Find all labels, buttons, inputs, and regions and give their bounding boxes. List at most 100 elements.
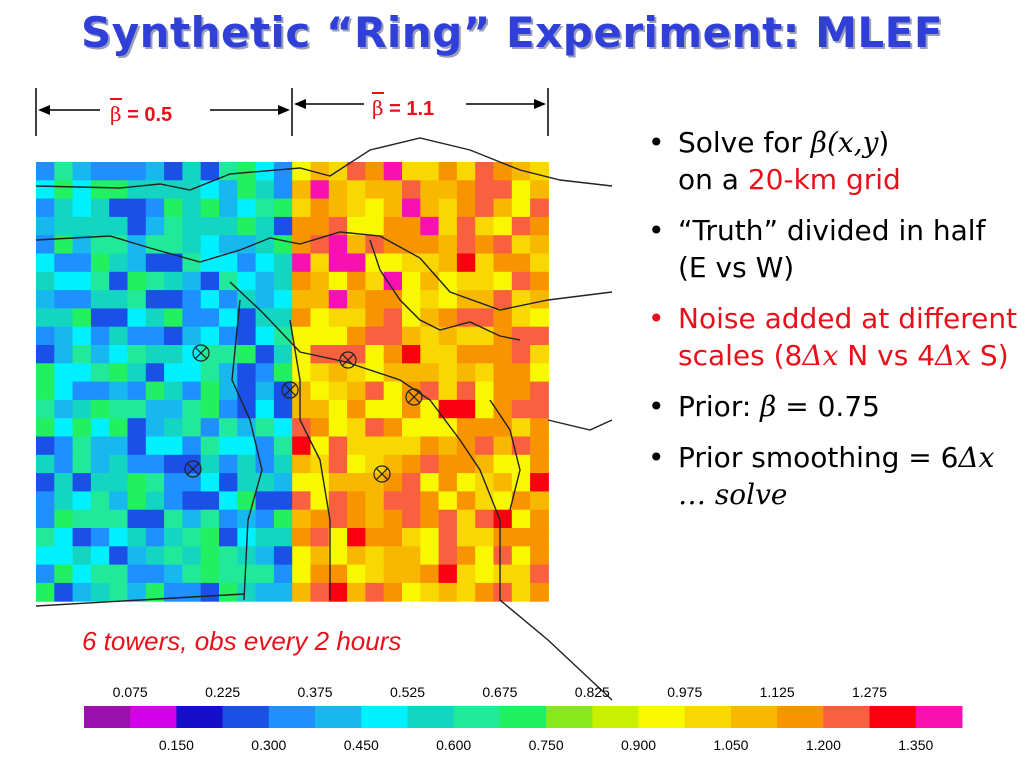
grid-cell: [182, 399, 202, 419]
grid-cell: [36, 418, 55, 437]
grid-cell: [36, 436, 55, 456]
grid-cell: [310, 290, 330, 309]
beta-west-label: β = 0.5: [110, 102, 173, 126]
colorbar-swatch: [777, 706, 824, 728]
grid-cell: [310, 564, 330, 584]
grid-cell: [310, 528, 330, 547]
bullet-text: Δx: [802, 339, 839, 372]
grid-cell: [219, 582, 238, 602]
grid-cell: [328, 290, 348, 309]
grid-cell: [200, 399, 220, 419]
colorbar-swatch: [730, 706, 778, 728]
grid-cell: [530, 326, 549, 346]
colorbar-swatch: [407, 706, 455, 728]
grid-cell: [127, 326, 147, 346]
grid-cell: [90, 326, 110, 346]
grid-cell: [90, 509, 110, 529]
grid-cell: [438, 326, 458, 346]
grid-cell: [365, 582, 385, 602]
grid-cell: [456, 253, 476, 273]
grid-cell: [383, 418, 403, 437]
grid-cell: [200, 528, 220, 547]
grid-cell: [292, 546, 311, 566]
grid-cell: [402, 290, 421, 309]
grid-cell: [54, 436, 74, 456]
grid-cell: [145, 198, 165, 218]
grid-cell: [402, 326, 421, 346]
grid-cell: [475, 509, 494, 529]
grid-cell: [438, 290, 458, 309]
grid-cell: [72, 198, 92, 218]
grid-cell: [109, 582, 128, 602]
grid-cell: [475, 345, 494, 364]
grid-cell: [219, 491, 238, 511]
grid-cell: [383, 436, 403, 456]
grid-cell: [145, 290, 165, 309]
grid-cell: [511, 162, 531, 181]
grid-cell: [237, 582, 257, 602]
grid-cell: [310, 216, 330, 236]
grid-cell: [328, 509, 348, 529]
grid-cell: [328, 235, 348, 254]
grid-cell: [273, 454, 293, 474]
grid-cell: [164, 582, 183, 602]
grid-cell: [310, 345, 330, 364]
grid-cell: [402, 308, 421, 328]
grid-cell: [237, 198, 257, 218]
grid-cell: [347, 418, 366, 437]
grid-cell: [383, 381, 403, 401]
grid-cell: [493, 399, 513, 419]
grid-cell: [402, 345, 421, 364]
grid-cell: [365, 564, 385, 584]
tower-marker: [192, 344, 210, 362]
grid-cell: [347, 216, 366, 236]
grid-cell: [127, 436, 147, 456]
grid-cell: [456, 326, 476, 346]
grid-cell: [328, 454, 348, 474]
grid-cell: [109, 363, 128, 383]
grid-cell: [182, 363, 202, 383]
grid-cell: [72, 162, 92, 181]
grid-cell: [200, 308, 220, 328]
grid-cell: [164, 162, 183, 181]
bullet-list: Solve for β(x,y) on a 20-km grid “Truth” d…: [648, 124, 1018, 527]
grid-cell: [109, 162, 128, 181]
colorbar-swatch: [176, 706, 224, 728]
grid-cell: [164, 491, 183, 511]
grid-cell: [420, 253, 440, 273]
colorbar-swatch: [684, 706, 732, 728]
grid-cell: [456, 381, 476, 401]
grid-cell: [493, 363, 513, 383]
grid-cell: [72, 235, 92, 254]
grid-cell: [383, 546, 403, 566]
grid-cell: [493, 216, 513, 236]
grid-cell: [200, 198, 220, 218]
grid-cell: [475, 564, 494, 584]
grid-cell: [255, 436, 275, 456]
grid-cell: [145, 271, 165, 291]
grid-cell: [109, 564, 128, 584]
bullet-text: “Truth” divided in half (E vs W): [678, 214, 986, 284]
grid-cell: [438, 509, 458, 529]
grid-cell: [493, 345, 513, 364]
colorbar-swatch: [823, 706, 871, 728]
bullet-item: Noise added at different scales (8Δx N v…: [648, 300, 1018, 374]
grid-cell: [402, 436, 421, 456]
grid-cell: [402, 363, 421, 383]
grid-cell: [127, 564, 147, 584]
grid-cell: [438, 491, 458, 511]
grid-cell: [109, 473, 128, 492]
grid-cell: [456, 363, 476, 383]
grid-cell: [219, 290, 238, 309]
grid-cell: [420, 454, 440, 474]
grid-cell: [54, 399, 74, 419]
bullet-text: β: [760, 390, 777, 423]
grid-cell: [219, 308, 238, 328]
grid-cell: [54, 235, 74, 254]
grid-cell: [438, 418, 458, 437]
grid-cell: [72, 418, 92, 437]
grid-cell: [255, 528, 275, 547]
grid-cell: [36, 180, 55, 200]
grid-cell: [219, 345, 238, 364]
grid-cell: [383, 198, 403, 218]
